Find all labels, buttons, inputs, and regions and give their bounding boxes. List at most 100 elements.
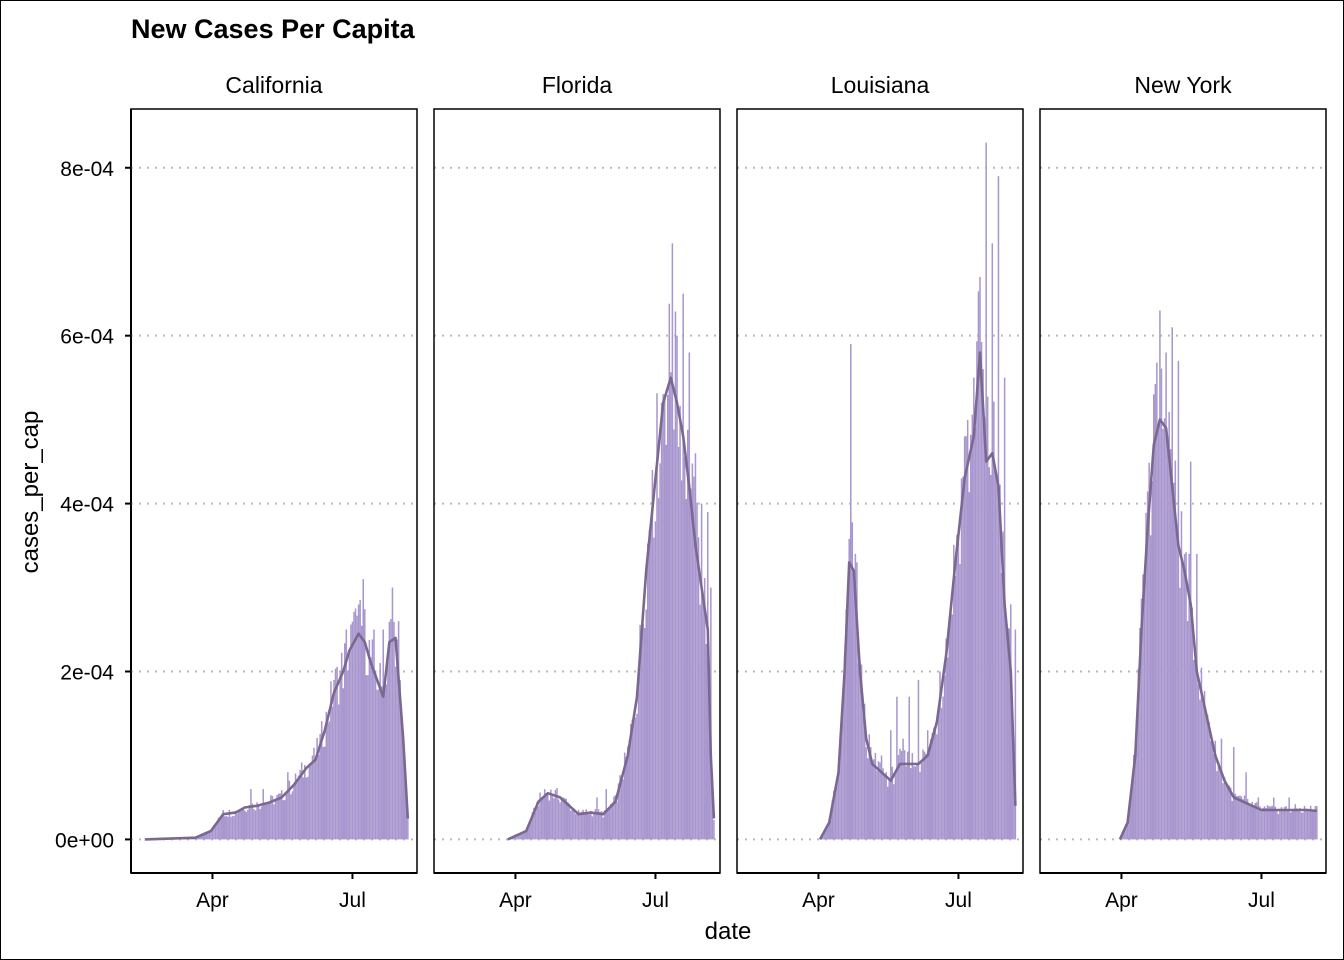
bar [568,803,571,840]
x-tick-label: Apr [802,889,835,912]
bar [299,770,301,840]
bar [396,639,398,840]
bar [273,804,275,840]
bar [870,746,872,840]
bar [248,804,251,840]
bar [674,311,677,840]
bar [620,780,623,840]
bar [977,291,980,840]
bar [330,681,332,840]
bar [1177,360,1180,840]
bar [560,797,563,840]
bar [1143,587,1146,840]
bar [1303,805,1306,840]
bar [257,805,260,840]
bar [364,609,366,840]
bar [985,142,987,840]
bar [845,609,847,840]
bar [284,800,286,840]
bar [1308,811,1310,840]
bar [705,644,707,840]
bar [1168,411,1170,840]
bar [370,657,372,840]
bar [853,582,855,840]
bar [893,784,895,840]
bar [900,750,903,840]
bar [825,826,827,840]
bar [339,670,341,840]
bar [902,738,904,840]
bar [362,579,364,840]
bar [359,600,361,840]
bar [930,739,932,840]
bar [344,643,346,840]
bar [843,654,846,840]
x-axis-title: date [705,918,752,945]
bar [857,662,860,840]
bar [1010,604,1012,840]
bar [1222,783,1224,840]
bar [1300,812,1303,840]
bar [650,532,652,840]
bar [327,722,329,840]
bar [905,766,907,840]
bar [946,657,949,840]
bar [1242,799,1244,840]
bar [627,746,629,840]
bar [548,800,551,840]
bar [542,797,544,840]
bar [962,476,964,840]
bar [259,809,261,840]
bar [382,629,384,840]
trend-line [144,632,410,841]
bar [285,791,288,840]
x-tick-label: Jul [642,889,669,912]
x-tick-label: Jul [1248,889,1275,912]
bar [254,810,257,840]
bar [968,492,970,840]
bar [628,739,631,840]
bar [1239,795,1241,840]
bar [231,816,234,840]
bar [1156,362,1158,840]
bar [836,783,838,840]
bar [988,467,990,840]
bar [965,436,967,840]
bar [842,704,844,840]
bar [920,762,923,840]
bar [388,621,391,840]
bar [374,670,377,840]
bar [377,689,380,840]
bar [851,522,854,840]
bar [656,393,658,840]
bar [556,788,558,840]
bar [906,751,909,840]
bar [1217,761,1220,840]
bar [1123,828,1126,840]
bar [1002,531,1004,840]
bar [639,624,641,840]
bar [1213,754,1215,840]
bar [228,809,231,840]
bar [365,675,368,840]
bar [385,684,388,840]
bar [953,544,955,840]
bar [350,624,352,840]
bar [1294,804,1297,840]
bar [659,463,661,840]
facet-strip-label: California [225,72,322,98]
bar [1219,766,1221,840]
bar [311,755,314,840]
bar [1268,806,1270,840]
bar [647,543,649,840]
bar [390,619,392,840]
bar [630,723,632,840]
bar [1206,714,1209,840]
facet-strip-label: New York [1134,72,1232,98]
bar [619,775,621,840]
bar [220,817,223,840]
bar [886,786,889,840]
bar [356,615,358,840]
bar [1189,461,1192,840]
